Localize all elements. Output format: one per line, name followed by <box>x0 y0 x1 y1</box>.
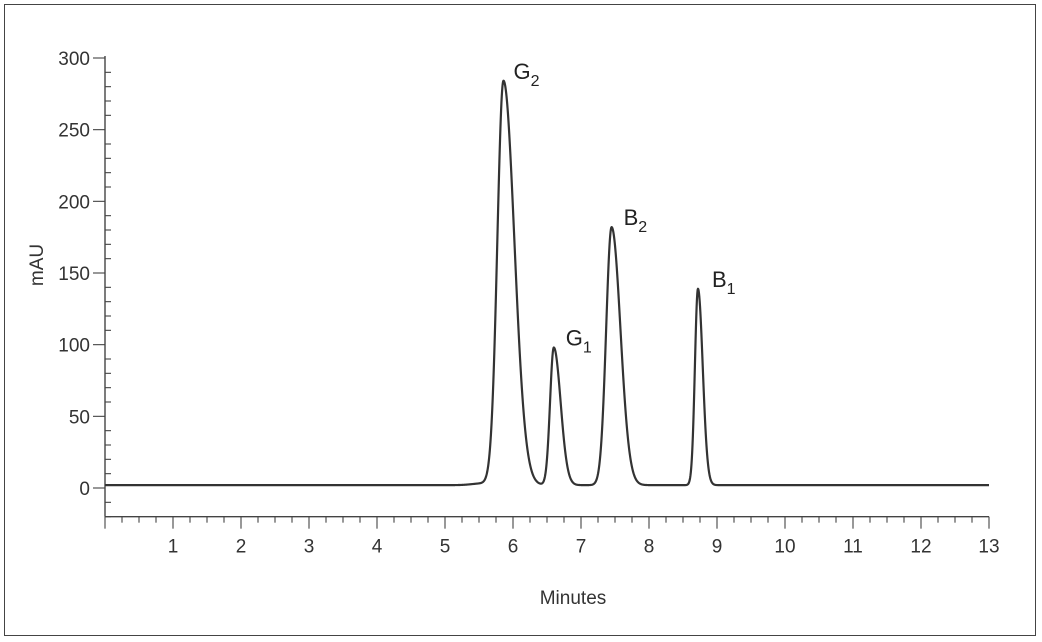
x-tick-label: 12 <box>910 537 931 558</box>
x-tick-label: 11 <box>843 537 863 558</box>
peak-label-letter: B <box>712 267 727 292</box>
x-tick-label: 6 <box>508 537 519 558</box>
x-tick-label: 7 <box>576 537 587 558</box>
y-tick-label: 150 <box>58 264 90 285</box>
peak-label-letter: B <box>624 205 639 230</box>
peak-label-subscript: 1 <box>583 340 592 357</box>
peak-label-subscript: 2 <box>638 219 647 236</box>
y-tick-label: 200 <box>58 192 90 213</box>
peak-label-letter: G <box>513 59 530 84</box>
y-tick-label: 250 <box>58 121 90 142</box>
chromatogram-trace <box>104 79 990 487</box>
x-tick-label: 10 <box>774 537 795 558</box>
peak-label-letter: G <box>566 326 583 351</box>
x-tick-label: 13 <box>978 537 999 558</box>
x-tick-label: 5 <box>440 537 451 558</box>
x-tick-label: 8 <box>644 537 655 558</box>
y-tick-label: 50 <box>69 407 90 428</box>
x-axis-title: Minutes <box>540 588 607 609</box>
x-tick-label: 4 <box>372 537 383 558</box>
y-axis-title: mAU <box>27 244 48 286</box>
peak-label-b1: B1 <box>712 267 736 298</box>
peak-label-subscript: 2 <box>531 73 540 90</box>
peak-label-g2: G2 <box>513 59 539 90</box>
y-tick-label: 300 <box>58 49 90 70</box>
peak-label-g1: G1 <box>566 326 592 357</box>
y-tick-label: 100 <box>58 336 90 357</box>
peak-label-subscript: 1 <box>727 281 736 298</box>
chart-frame <box>4 4 1036 636</box>
x-tick-label: 3 <box>304 537 315 558</box>
tick-marks <box>93 57 990 529</box>
peak-label-b2: B2 <box>624 205 648 236</box>
x-tick-label: 2 <box>236 537 247 558</box>
x-tick-label: 9 <box>712 537 723 558</box>
y-tick-label: 0 <box>79 479 90 500</box>
x-tick-label: 1 <box>168 537 179 558</box>
